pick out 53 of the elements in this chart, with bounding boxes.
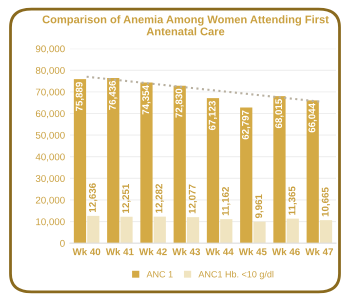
legend-label: ANC 1 [146, 271, 173, 278]
y-tick-label: 40,000 [36, 153, 65, 162]
chart-title: Comparison of Anemia Among Women Attending First Antenatal Care [42, 15, 329, 36]
bar [240, 107, 252, 244]
data-label: 66,044 [308, 103, 317, 132]
x-tick-label: Wk 43 [172, 248, 200, 256]
y-tick-label: 20,000 [36, 196, 65, 205]
bar [220, 219, 232, 244]
data-label: 74,354 [142, 85, 150, 114]
data-label: 12,282 [156, 184, 164, 213]
bar [174, 86, 186, 244]
data-label: 62,797 [242, 110, 250, 140]
bar [306, 100, 319, 244]
data-label: 11,162 [222, 187, 230, 216]
x-tick-label: Wk 47 [305, 248, 333, 256]
bar [87, 216, 100, 244]
bar [140, 82, 153, 244]
y-tick-label: 10,000 [36, 218, 65, 226]
bar [120, 216, 133, 244]
x-tick-label: Wk 44 [206, 248, 234, 256]
data-label: 11,365 [288, 186, 297, 215]
data-label: 75,889 [76, 82, 84, 112]
bar [206, 98, 220, 244]
data-label: 10,665 [322, 187, 330, 216]
bar [107, 78, 120, 244]
bar [74, 79, 86, 244]
data-label: 12,251 [122, 184, 131, 213]
y-tick-label: 70,000 [36, 88, 65, 97]
y-tick-label: 60,000 [36, 110, 65, 118]
x-tick-label: Wk 40 [72, 248, 100, 256]
legend-label: ANC1 Hb. <10 g/dl [198, 270, 274, 280]
data-label: 72,830 [175, 88, 184, 118]
data-label: 67,123 [208, 101, 217, 130]
bar [253, 222, 266, 244]
x-tick-label: Wk 42 [139, 248, 167, 256]
bar [186, 217, 200, 244]
bar [286, 218, 299, 244]
y-tick-label: 90,000 [36, 45, 65, 54]
y-tick-label: 50,000 [36, 132, 65, 140]
y-tick-label: 0 [60, 240, 65, 247]
bar [154, 216, 166, 244]
data-label: 76,436 [108, 80, 118, 110]
y-tick-label: 80,000 [36, 66, 65, 76]
data-label: 9,961 [255, 194, 264, 218]
bar [320, 220, 332, 244]
data-label: 12,077 [188, 184, 198, 214]
bar [273, 96, 286, 244]
y-tick-label: 30,000 [36, 175, 65, 184]
x-tick-label: Wk 41 [106, 248, 134, 256]
data-label: 68,015 [275, 99, 284, 128]
x-tick-label: Wk 45 [238, 248, 267, 256]
data-label: 12,636 [89, 183, 98, 212]
x-tick-label: Wk 46 [272, 248, 300, 256]
